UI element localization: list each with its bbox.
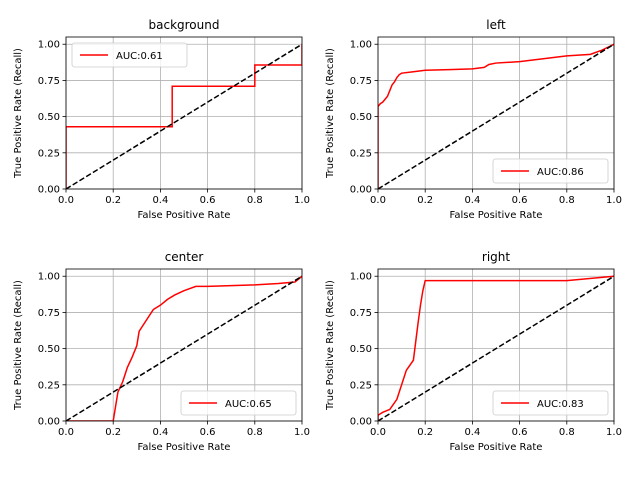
y-tick-label: 1.00 — [38, 272, 60, 283]
x-tick-label: 0.8 — [559, 195, 575, 206]
x-tick-label: 1.0 — [294, 195, 310, 206]
axes-frame — [65, 36, 303, 190]
x-axis-label: False Positive Rate — [138, 210, 231, 221]
x-tick-label: 0.6 — [512, 195, 528, 206]
x-tick-label: 0.0 — [58, 427, 74, 438]
x-tick-label: 0.2 — [105, 427, 121, 438]
y-tick-label: 1.00 — [38, 40, 60, 51]
subplot-center: 0.0 0.2 0.4 0.6 0.8 1.0 0.00 0.25 0.50 0.75 1.00 ce… — [13, 250, 310, 453]
roc-curve-line — [66, 44, 302, 189]
axes-frame — [377, 36, 615, 190]
x-tick-label: 0.6 — [200, 427, 216, 438]
chart-title: left — [486, 18, 506, 32]
chance-diagonal-line — [378, 43, 614, 189]
y-tick-label: 0.75 — [350, 308, 372, 319]
x-tick-label: 0.8 — [559, 427, 575, 438]
legend: AUC:0.86 — [492, 158, 609, 184]
y-tick-label: 0.75 — [350, 76, 372, 87]
legend-entry-label: AUC:0.83 — [537, 399, 584, 410]
x-axis-label: False Positive Rate — [138, 442, 231, 453]
legend: AUC:0.83 — [492, 390, 609, 416]
y-axis-label: True Positive Rate (Recall) — [325, 48, 336, 179]
chart-title: center — [165, 250, 204, 264]
legend-entry-label: AUC:0.61 — [116, 51, 163, 62]
roc-curve-line — [66, 275, 302, 421]
subplot-right: 0.0 0.2 0.4 0.6 0.8 1.0 0.00 0.25 0.50 0.75 1.00 ri… — [325, 250, 622, 453]
x-tick-label: 0.0 — [370, 427, 386, 438]
y-tick-label: 1.00 — [350, 272, 372, 283]
y-tick-label: 0.75 — [38, 308, 60, 319]
axes-frame — [65, 268, 303, 422]
y-tick-label: 0.25 — [38, 148, 60, 159]
y-axis-label: True Positive Rate (Recall) — [13, 280, 24, 411]
y-tick-label: 0.50 — [350, 344, 372, 355]
y-axis-label: True Positive Rate (Recall) — [325, 280, 336, 411]
x-tick-label: 0.2 — [105, 195, 121, 206]
y-tick-label: 0.00 — [350, 417, 372, 428]
subplot-background: 0.0 0.2 0.4 0.6 0.8 1.0 0.00 0.25 0.50 0.75 1.00 ba… — [13, 18, 310, 221]
x-tick-label: 0.0 — [58, 195, 74, 206]
y-tick-label: 1.00 — [350, 40, 372, 51]
x-tick-label: 0.4 — [152, 195, 168, 206]
x-tick-label: 0.4 — [152, 427, 168, 438]
y-tick-label: 0.25 — [38, 380, 60, 391]
y-tick-label: 0.00 — [350, 185, 372, 196]
y-tick-label: 0.00 — [38, 417, 60, 428]
x-tick-label: 0.2 — [417, 427, 433, 438]
roc-curve-line — [378, 275, 614, 421]
chart-title: right — [482, 250, 510, 264]
legend: AUC:0.61 — [71, 42, 188, 68]
x-tick-label: 1.0 — [606, 195, 622, 206]
roc-curve-line — [378, 43, 614, 189]
x-axis-label: False Positive Rate — [450, 442, 543, 453]
y-tick-label: 0.25 — [350, 148, 372, 159]
x-tick-label: 0.6 — [200, 195, 216, 206]
y-tick-label: 0.00 — [38, 185, 60, 196]
y-tick-label: 0.75 — [38, 76, 60, 87]
chart-title: background — [149, 18, 220, 32]
chance-diagonal-line — [378, 275, 614, 421]
subplot-left: 0.0 0.2 0.4 0.6 0.8 1.0 0.00 0.25 0.50 0.75 1.00 le… — [325, 18, 622, 221]
x-tick-label: 0.4 — [464, 427, 480, 438]
y-axis-label: True Positive Rate (Recall) — [13, 48, 24, 179]
x-tick-label: 0.6 — [512, 427, 528, 438]
x-tick-label: 0.8 — [247, 427, 263, 438]
x-tick-label: 0.8 — [247, 195, 263, 206]
y-tick-label: 0.50 — [38, 112, 60, 123]
axes-frame — [377, 268, 615, 422]
chance-diagonal-line — [66, 43, 302, 189]
legend-box — [180, 390, 297, 416]
y-tick-label: 0.50 — [38, 344, 60, 355]
x-tick-label: 1.0 — [606, 427, 622, 438]
legend-box — [492, 158, 609, 184]
legend-entry-label: AUC:0.65 — [225, 399, 272, 410]
legend: AUC:0.65 — [180, 390, 297, 416]
legend-box — [71, 42, 188, 68]
x-tick-label: 1.0 — [294, 427, 310, 438]
x-axis-label: False Positive Rate — [450, 210, 543, 221]
x-tick-label: 0.0 — [370, 195, 386, 206]
legend-entry-label: AUC:0.86 — [537, 167, 584, 178]
y-tick-label: 0.50 — [350, 112, 372, 123]
chance-diagonal-line — [66, 275, 302, 421]
x-tick-label: 0.4 — [464, 195, 480, 206]
legend-box — [492, 390, 609, 416]
y-tick-label: 0.25 — [350, 380, 372, 391]
x-tick-label: 0.2 — [417, 195, 433, 206]
